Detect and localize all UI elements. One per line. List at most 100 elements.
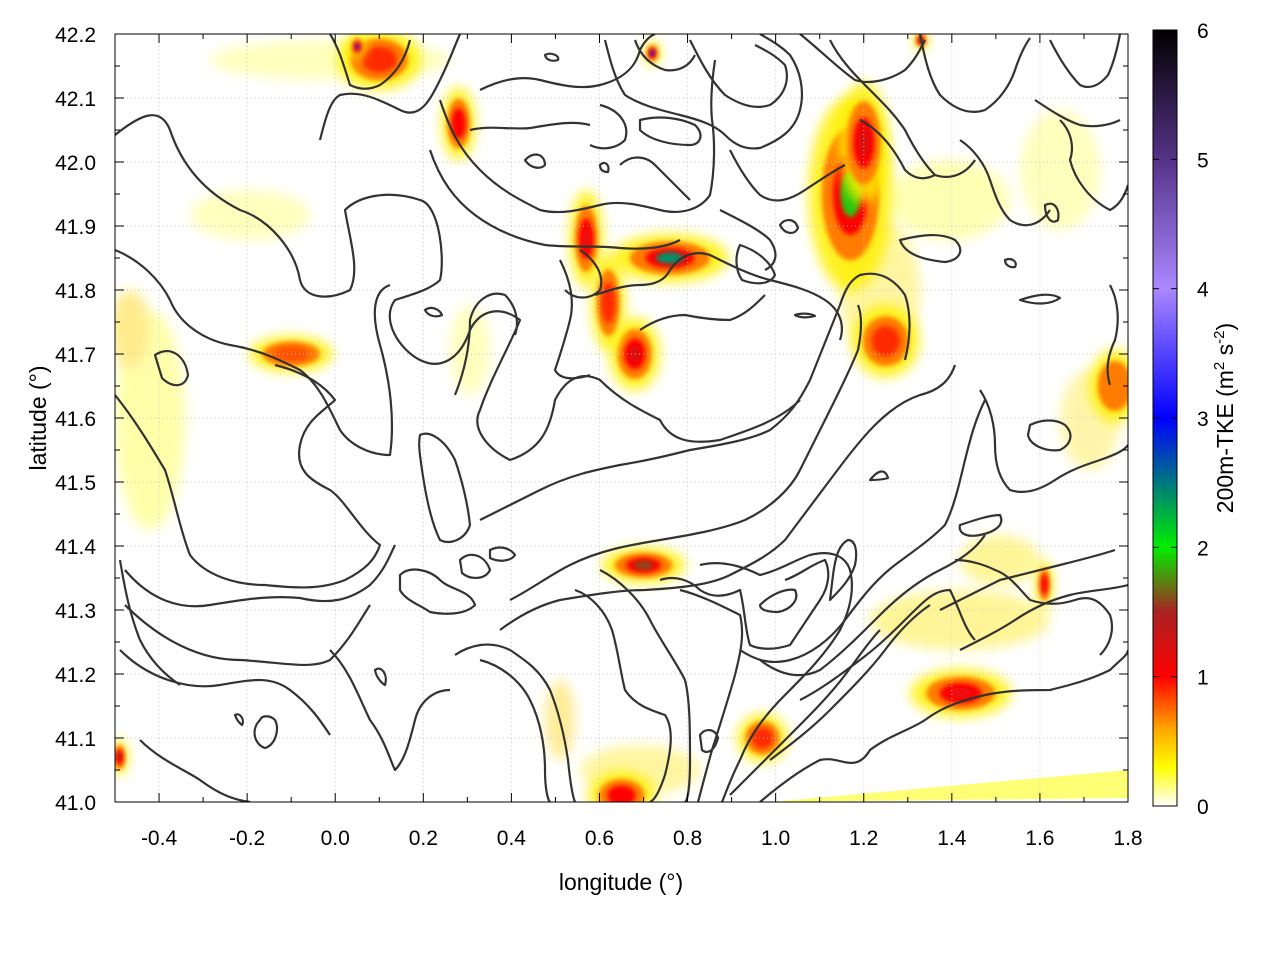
contour-line — [603, 34, 804, 150]
tke-hotspot — [441, 87, 476, 161]
tke-ring — [1104, 370, 1126, 402]
x-tick-label: 0.4 — [497, 827, 527, 850]
contour-line — [115, 248, 394, 457]
tke-core — [650, 50, 655, 57]
tke-core — [355, 43, 360, 50]
contour-line — [759, 649, 1128, 802]
colorbar-tick-label: 2 — [1197, 537, 1209, 560]
contour-line — [124, 604, 371, 666]
y-tick-labels: 41.0 41.1 41.2 41.3 41.4 41.5 41.6 41.7 41.8 41.9… — [55, 24, 96, 815]
contour-line — [633, 39, 696, 72]
contour-line — [719, 209, 777, 271]
tke-hotspot — [1035, 560, 1053, 609]
contour-line — [453, 292, 519, 396]
contour-line — [759, 534, 986, 677]
contour-line — [564, 249, 603, 299]
y-tick-label: 41.9 — [55, 216, 96, 239]
colorbar-ticks — [1153, 29, 1177, 807]
x-tick-label: 1.6 — [1025, 827, 1054, 850]
y-tick-label: 42.1 — [55, 88, 96, 111]
x-tick-label: -0.4 — [141, 827, 178, 850]
colorbar-tick-label: 6 — [1197, 20, 1209, 43]
y-tick-label: 41.6 — [55, 408, 96, 431]
contour-line — [859, 119, 936, 180]
tke-hotspot — [591, 254, 626, 352]
contour-line — [699, 552, 854, 802]
contour-line — [868, 470, 890, 482]
contour-line — [428, 149, 681, 250]
contour-line — [1034, 99, 1121, 128]
contour-line — [398, 568, 477, 615]
contour-line — [959, 139, 1051, 227]
tke-hotspot — [569, 190, 604, 288]
x-tick-labels: -0.4 -0.2 0.0 0.2 0.4 0.6 0.8 1.0 1.2 1.4 1.6 1.8 — [141, 827, 1143, 850]
x-tick-label: 0.0 — [321, 827, 350, 850]
x-tick-label: 0.6 — [585, 827, 614, 850]
y-tick-label: 41.8 — [55, 280, 96, 303]
contour-line — [118, 559, 181, 686]
terrain-contours — [115, 34, 1128, 802]
tke-ring — [751, 727, 774, 749]
contour-line — [329, 34, 412, 90]
axis-ticks — [114, 33, 1129, 803]
contour-line — [1059, 119, 1128, 212]
contour-line — [954, 558, 1114, 656]
tke-core — [582, 227, 591, 251]
contour-line — [698, 729, 720, 754]
y-tick-label: 41.2 — [55, 664, 96, 687]
contour-line — [793, 312, 817, 319]
tke-core — [633, 560, 654, 570]
colorbar-tick-label: 1 — [1197, 667, 1209, 690]
contour-line — [679, 588, 744, 802]
contour-line — [373, 667, 387, 687]
contour-line — [918, 34, 1031, 113]
contour-line — [479, 658, 551, 802]
haze-patch — [870, 590, 1050, 650]
contour-line — [1003, 258, 1017, 269]
contour-line — [124, 544, 396, 608]
tke-ring — [451, 108, 466, 139]
contour-line — [423, 306, 444, 318]
tke-hotspot — [588, 771, 655, 802]
tke-core — [656, 252, 684, 264]
contour-line — [318, 34, 462, 141]
tke-hotspot — [643, 41, 661, 66]
contour-line — [523, 153, 547, 169]
tke-hotspot — [1089, 349, 1128, 423]
x-tick-label: 1.8 — [1113, 827, 1142, 850]
contour-line — [639, 294, 766, 331]
y-axis-label: latitude (°) — [25, 365, 51, 470]
contour-line — [735, 243, 777, 285]
contour-line — [729, 629, 881, 796]
x-tick-label: 0.2 — [409, 827, 438, 850]
contour-line — [469, 121, 591, 132]
contour-line — [479, 34, 656, 91]
contour-line — [329, 649, 451, 772]
colorbar-tick-label: 4 — [1197, 279, 1209, 302]
contour-line — [959, 583, 1128, 651]
contour-line — [799, 34, 926, 84]
contour-line — [778, 219, 800, 234]
contour-line — [543, 52, 560, 62]
contour-line — [979, 389, 1128, 494]
tke-hotspot — [115, 738, 128, 776]
haze-patch — [960, 535, 1040, 585]
colorbar-tick-labels: 0 1 2 3 4 5 6 — [1197, 20, 1209, 819]
y-tick-label: 41.7 — [55, 344, 96, 367]
y-tick-label: 41.0 — [55, 792, 96, 815]
tke-core — [948, 687, 973, 699]
contour-line — [829, 39, 976, 178]
tke-core — [117, 752, 122, 762]
contour-line — [115, 363, 382, 589]
tke-core — [628, 345, 641, 363]
contour-line — [115, 114, 801, 462]
contour-line — [659, 558, 830, 650]
y-tick-label: 42.0 — [55, 152, 96, 175]
x-axis-label: longitude (°) — [559, 869, 683, 895]
contour-line — [454, 643, 577, 802]
tke-hotspot — [601, 546, 686, 584]
tke-hotspot — [852, 304, 920, 378]
contour-line — [479, 272, 911, 521]
contour-line — [499, 364, 957, 631]
contour-line — [599, 569, 692, 802]
